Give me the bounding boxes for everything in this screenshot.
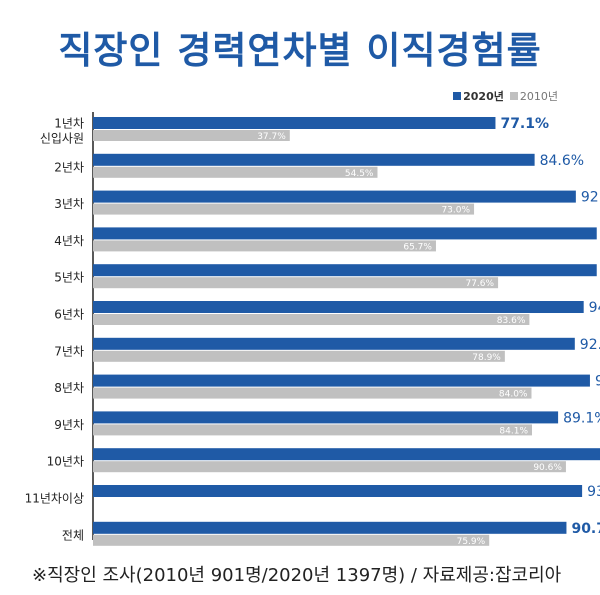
data-label-2020: 93.7% <box>587 484 600 500</box>
legend-item-2010: 2010년 <box>509 88 558 104</box>
category-label-sub: 신입사원 <box>40 132 84 146</box>
data-label-2010: 83.6% <box>497 316 526 326</box>
category-label: 5년차 <box>54 271 84 285</box>
data-label-2010: 54.5% <box>345 169 374 179</box>
bar-2020 <box>93 301 584 313</box>
category-label: 11년차이상 <box>25 492 84 506</box>
bar-2010 <box>93 166 378 178</box>
bar-2010 <box>93 424 533 436</box>
bar-2020 <box>93 337 575 350</box>
data-label-2020: 92.5% <box>581 190 600 206</box>
data-label-2010: 37.7% <box>257 132 286 142</box>
bar-2020 <box>93 117 496 129</box>
legend-label-2010: 2010년 <box>519 90 558 103</box>
data-label-2010: 75.9% <box>457 537 486 547</box>
category-label: 9년차 <box>54 418 84 432</box>
category-label: 1년차 <box>54 117 84 131</box>
category-label: 4년차 <box>54 234 84 248</box>
data-label-2020: 95.2% <box>595 374 600 390</box>
bar-2010 <box>93 277 499 289</box>
category-label: 6년차 <box>54 308 84 322</box>
data-label-2020: 89.1% <box>563 410 600 426</box>
category-label: 8년차 <box>54 381 84 395</box>
data-label-2010: 90.6% <box>533 463 562 473</box>
bar-2010 <box>93 387 532 399</box>
bar-2020 <box>93 411 559 424</box>
category-label: 2년차 <box>54 160 84 174</box>
bar-2020 <box>93 190 576 203</box>
legend: 2020년 2010년 <box>447 88 558 104</box>
data-label-2010: 77.6% <box>465 279 494 289</box>
legend-item-2020: 2020년 <box>453 88 504 104</box>
data-label-2010: 65.7% <box>403 242 432 252</box>
data-label-2020: 77.1% <box>500 116 549 132</box>
data-label-2010: 78.9% <box>472 353 501 363</box>
bar-2020 <box>93 153 535 166</box>
category-label: 10년차 <box>47 455 84 469</box>
bar-2020 <box>93 448 600 461</box>
chart-title: 직장인 경력연차별 이직경험률 <box>58 29 542 72</box>
legend-swatch-2010 <box>509 92 518 100</box>
data-label-2020: 92.3% <box>580 337 600 353</box>
bar-2020 <box>93 521 567 534</box>
data-label-2010: 84.1% <box>499 426 528 436</box>
bar-2010 <box>93 461 566 473</box>
bar-2020 <box>93 264 597 277</box>
bar-2020 <box>93 485 583 497</box>
bar-2010 <box>93 203 475 215</box>
legend-label-2020: 2020년 <box>463 90 504 103</box>
data-label-2020: 94.0% <box>589 300 600 316</box>
data-label-2020: 84.6% <box>540 153 584 169</box>
data-label-2010: 84.0% <box>499 390 528 400</box>
bar-2010 <box>93 240 436 252</box>
category-label: 3년차 <box>54 197 84 211</box>
bar-2020 <box>93 374 590 387</box>
bar-2010 <box>93 350 505 362</box>
data-label-2020: 90.7% <box>571 521 600 537</box>
legend-swatch-2020 <box>453 92 462 100</box>
footnote: ※직장인 조사(2010년 901명/2020년 1397명) / 자료제공:잡… <box>32 565 562 586</box>
data-label-2010: 73.0% <box>441 206 470 216</box>
bar-2010 <box>93 314 530 325</box>
category-label: 전체 <box>62 528 84 542</box>
bar-2020 <box>93 227 597 240</box>
category-label: 7년차 <box>54 344 84 358</box>
bar-2010 <box>93 130 290 141</box>
bar-2010 <box>93 534 490 546</box>
